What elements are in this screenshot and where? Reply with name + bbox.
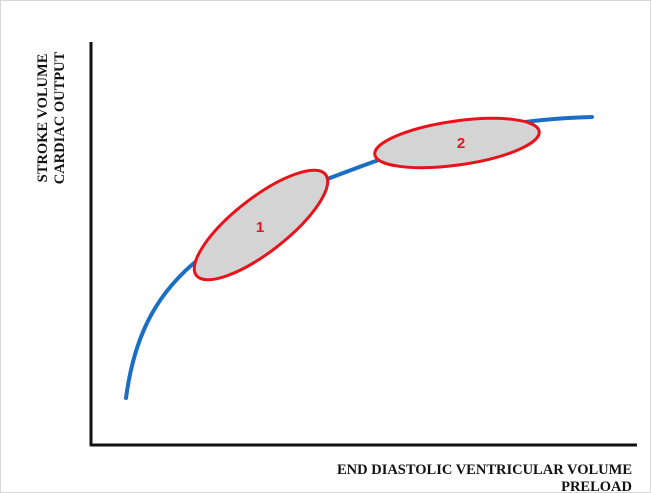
region-1-label: 1 bbox=[256, 219, 264, 236]
region-1-ellipse bbox=[192, 168, 330, 282]
y-axis-label-line1: STROKE VOLUME bbox=[35, 54, 51, 183]
region-2-label: 2 bbox=[457, 135, 465, 152]
x-axis-label-line2: PRELOAD bbox=[561, 479, 632, 493]
y-axis-label-line2: CARDIAC OUTPUT bbox=[52, 51, 68, 184]
y-axis-label: STROKE VOLUME CARDIAC OUTPUT bbox=[35, 51, 68, 184]
region-2-ellipse bbox=[373, 116, 541, 170]
x-axis-label-line1: END DIASTOLIC VENTRICULAR VOLUME bbox=[337, 462, 632, 478]
